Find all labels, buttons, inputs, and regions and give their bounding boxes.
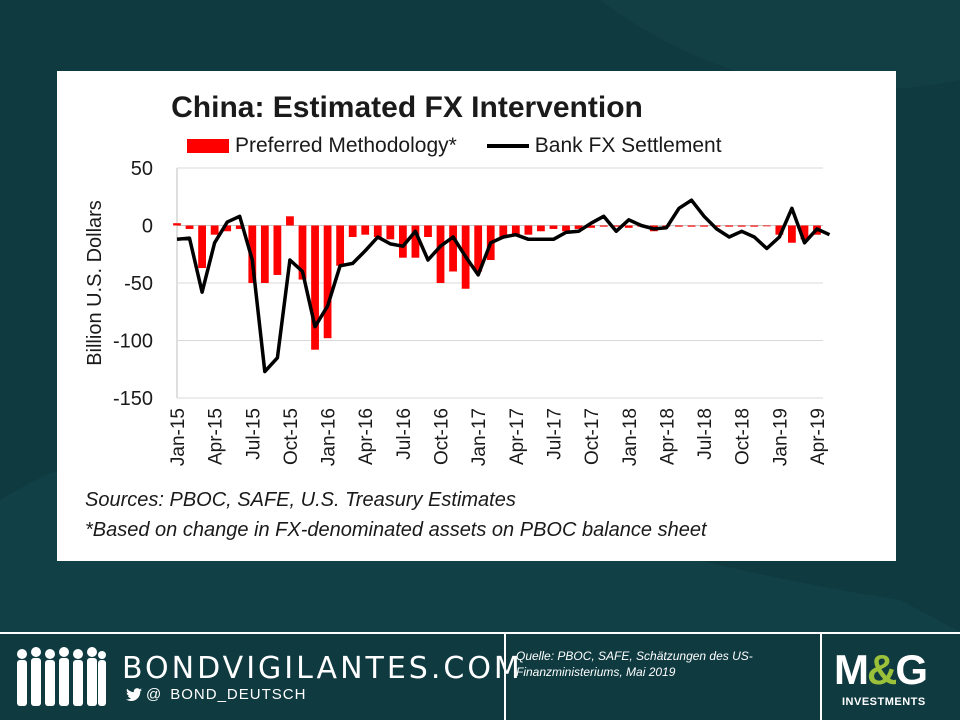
bar [386, 225, 395, 240]
bar [712, 225, 721, 227]
x-tick-label: Jan-16 [319, 408, 340, 466]
bar [800, 225, 809, 240]
logo-m: M [834, 646, 869, 693]
y-tick-label: 0 [142, 216, 153, 238]
x-tick-label: Oct-15 [281, 408, 302, 465]
sources-line-1: Sources: PBOC, SAFE, U.S. Treasury Estim… [85, 489, 516, 511]
x-tick-label: Jul-17 [544, 408, 565, 460]
handle-text: BOND_DEUTSCH [170, 686, 307, 703]
bar [725, 225, 734, 227]
bar [775, 225, 784, 235]
footer-divider-2 [820, 634, 822, 720]
bar [323, 225, 332, 339]
bar [411, 225, 420, 258]
x-tick-label: Apr-19 [808, 408, 829, 465]
legend-swatch-line [486, 144, 529, 148]
bar [436, 225, 445, 283]
bar [549, 225, 558, 229]
handle-at: @ [146, 686, 163, 703]
bar [235, 225, 244, 229]
people-silhouettes-logo [17, 647, 106, 706]
line-series-bank-fx-settlement [176, 198, 831, 374]
x-tick-label: Jul-15 [243, 408, 264, 460]
y-tick-label: -100 [113, 331, 153, 353]
x-tick-label: Oct-16 [432, 408, 453, 465]
twitter-handle[interactable]: @ BOND_DEUTSCH [126, 686, 306, 703]
bar [675, 225, 683, 227]
logo-amp: & [867, 646, 897, 693]
bar [348, 225, 357, 237]
x-tick-label: Apr-18 [657, 408, 678, 465]
bar [624, 225, 633, 228]
bar [336, 225, 345, 266]
bar [750, 225, 759, 227]
bar [173, 223, 181, 226]
bar [449, 225, 457, 272]
bar [361, 225, 370, 235]
bar [198, 225, 206, 269]
mg-investments-logo: M&G INVESTMENTS [834, 646, 952, 712]
bar [788, 225, 796, 243]
x-tick-label: Jan-19 [770, 408, 791, 466]
bar [474, 225, 483, 272]
bar [311, 225, 319, 350]
sources: Sources: PBOC, SAFE, U.S. Treasury Estim… [85, 485, 707, 545]
legend-label-line: Bank FX Settlement [534, 134, 722, 157]
bar [762, 225, 771, 227]
bar [562, 225, 570, 232]
bar [700, 225, 708, 227]
footer: BONDVIGILANTES.COM @ BOND_DEUTSCH Quelle… [0, 632, 960, 720]
bar [612, 225, 621, 227]
x-tick-label: Jan-18 [620, 408, 641, 466]
x-tick-label: Apr-16 [356, 408, 377, 465]
bar [499, 225, 508, 237]
bar [537, 225, 545, 232]
bar [737, 225, 746, 227]
chart-card: China: Estimated FX Intervention Preferr… [57, 71, 896, 561]
bar [298, 225, 307, 280]
y-axis-label: Billion U.S. Dollars [84, 200, 106, 366]
bar [687, 225, 696, 227]
bar [210, 225, 219, 235]
y-tick-label: -50 [124, 273, 153, 295]
bar [398, 225, 407, 258]
x-tick-label: Jul-18 [695, 408, 716, 460]
legend: Preferred Methodology* Bank FX Settlemen… [187, 133, 722, 159]
x-tick-label: Apr-15 [206, 408, 227, 465]
bar [223, 225, 232, 232]
bar [185, 225, 194, 229]
bar [524, 225, 533, 235]
bar [286, 216, 294, 226]
legend-swatch-bars [187, 139, 229, 153]
bar [424, 225, 432, 237]
brand-name[interactable]: BONDVIGILANTES.COM [122, 651, 523, 686]
fx-intervention-chart: Billion U.S. Dollars 50 0 -50 -100 -150 Jan-… [84, 158, 831, 466]
twitter-bird-icon [126, 687, 142, 701]
y-tick-label: -150 [113, 388, 153, 410]
footer-divider-1 [504, 634, 506, 720]
logo-g: G [895, 646, 928, 693]
x-tick-label: Jul-16 [394, 408, 415, 460]
logo-subtitle: INVESTMENTS [842, 696, 926, 708]
legend-label-bars: Preferred Methodology* [235, 134, 457, 157]
footer-source-note: Quelle: PBOC, SAFE, Schätzungen des US-F… [516, 649, 753, 679]
sources-line-2: *Based on change in FX-denominated asset… [85, 519, 707, 541]
bar [587, 225, 596, 228]
x-tick-label: Apr-17 [507, 408, 528, 465]
y-tick-label: 50 [131, 158, 153, 180]
bar [599, 225, 608, 227]
x-tick-label: Jan-15 [168, 408, 189, 466]
bar [260, 225, 269, 283]
bar [273, 225, 282, 275]
x-tick-label: Jan-17 [469, 408, 490, 466]
x-tick-label: Oct-18 [733, 408, 754, 465]
chart-title: China: Estimated FX Intervention [171, 91, 643, 124]
bar [574, 225, 583, 229]
bar [373, 225, 382, 237]
bar [511, 225, 520, 235]
x-tick-label: Oct-17 [582, 408, 603, 465]
